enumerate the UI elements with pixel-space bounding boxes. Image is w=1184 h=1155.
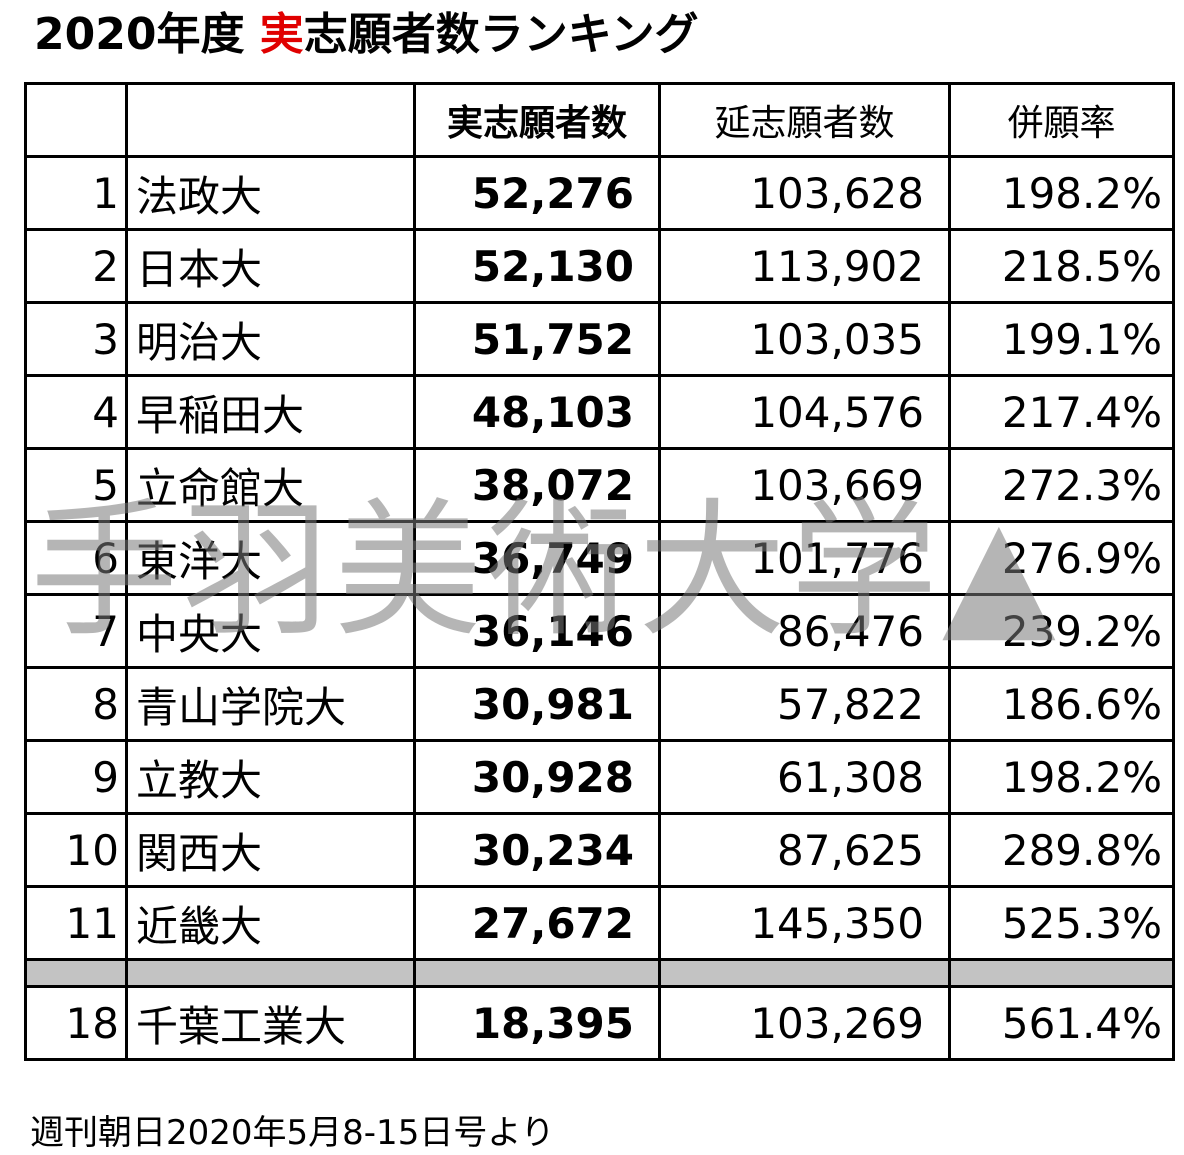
university-name-cell: 東洋大 [125, 520, 416, 596]
actual-applicants-cell: 18,395 [413, 985, 661, 1061]
table-row: 4 早稲田大 48,103 104,576 217.4% [24, 374, 1175, 450]
title-suffix: 志願者数ランキング [303, 9, 699, 60]
title-accent: 実 [259, 9, 304, 60]
table-row: 2 日本大 52,130 113,902 218.5% [24, 228, 1175, 304]
university-name-cell: 立教大 [125, 739, 416, 815]
actual-applicants-cell: 30,234 [413, 812, 661, 888]
university-name-cell: 法政大 [125, 155, 416, 231]
table-row: 10 関西大 30,234 87,625 289.8% [24, 812, 1175, 888]
university-name-cell: 立命館大 [125, 447, 416, 523]
rank-cell: 9 [24, 739, 128, 815]
total-applicants-cell: 57,822 [658, 666, 951, 742]
university-name-cell: 明治大 [125, 301, 416, 377]
university-name-cell: 早稲田大 [125, 374, 416, 450]
university-name-cell: 日本大 [125, 228, 416, 304]
ranking-table: 実志願者数 延志願者数 併願率 1 法政大 52,276 103,628 198.2% 2… [24, 82, 1175, 1061]
rank-cell: 6 [24, 520, 128, 596]
separator-cell [413, 958, 661, 988]
table-row: 5 立命館大 38,072 103,669 272.3% [24, 447, 1175, 523]
rank-cell: 11 [24, 885, 128, 961]
university-name-cell: 関西大 [125, 812, 416, 888]
total-applicants-cell: 104,576 [658, 374, 951, 450]
separator-cell [948, 958, 1175, 988]
overlap-rate-cell: 525.3% [948, 885, 1175, 961]
actual-applicants-cell: 48,103 [413, 374, 661, 450]
university-name-cell: 青山学院大 [125, 666, 416, 742]
university-name-cell: 千葉工業大 [125, 985, 416, 1061]
total-applicants-cell: 103,669 [658, 447, 951, 523]
header-name [125, 82, 416, 158]
page-title: 2020年度 実志願者数ランキング [34, 0, 698, 76]
rank-cell: 5 [24, 447, 128, 523]
overlap-rate-cell: 186.6% [948, 666, 1175, 742]
table-row: 1 法政大 52,276 103,628 198.2% [24, 155, 1175, 231]
rank-cell: 4 [24, 374, 128, 450]
table-row: 8 青山学院大 30,981 57,822 186.6% [24, 666, 1175, 742]
overlap-rate-cell: 198.2% [948, 155, 1175, 231]
header-overlap-rate: 併願率 [948, 82, 1175, 158]
rank-cell: 10 [24, 812, 128, 888]
overlap-rate-cell: 217.4% [948, 374, 1175, 450]
source-note: 週刊朝日2020年5月8-15日号より [30, 1113, 555, 1153]
total-applicants-cell: 61,308 [658, 739, 951, 815]
actual-applicants-cell: 27,672 [413, 885, 661, 961]
rank-cell: 3 [24, 301, 128, 377]
overlap-rate-cell: 276.9% [948, 520, 1175, 596]
rank-cell: 2 [24, 228, 128, 304]
rank-cell: 1 [24, 155, 128, 231]
table-header-row: 実志願者数 延志願者数 併願率 [24, 82, 1175, 158]
table-row: 18 千葉工業大 18,395 103,269 561.4% [24, 985, 1175, 1061]
separator-cell [24, 958, 128, 988]
actual-applicants-cell: 36,146 [413, 593, 661, 669]
header-rank [24, 82, 128, 158]
rank-cell: 18 [24, 985, 128, 1061]
university-name-cell: 中央大 [125, 593, 416, 669]
header-actual-applicants: 実志願者数 [413, 82, 661, 158]
title-prefix: 2020年度 [34, 9, 260, 60]
table-row: 11 近畿大 27,672 145,350 525.3% [24, 885, 1175, 961]
overlap-rate-cell: 289.8% [948, 812, 1175, 888]
header-total-applicants: 延志願者数 [658, 82, 951, 158]
total-applicants-cell: 103,269 [658, 985, 951, 1061]
rank-cell: 8 [24, 666, 128, 742]
total-applicants-cell: 86,476 [658, 593, 951, 669]
university-name-cell: 近畿大 [125, 885, 416, 961]
overlap-rate-cell: 218.5% [948, 228, 1175, 304]
actual-applicants-cell: 38,072 [413, 447, 661, 523]
table-row: 7 中央大 36,146 86,476 239.2% [24, 593, 1175, 669]
separator-cell [125, 958, 416, 988]
table-row: 6 東洋大 36,749 101,776 276.9% [24, 520, 1175, 596]
overlap-rate-cell: 239.2% [948, 593, 1175, 669]
table-row: 9 立教大 30,928 61,308 198.2% [24, 739, 1175, 815]
total-applicants-cell: 101,776 [658, 520, 951, 596]
overlap-rate-cell: 199.1% [948, 301, 1175, 377]
overlap-rate-cell: 272.3% [948, 447, 1175, 523]
overlap-rate-cell: 561.4% [948, 985, 1175, 1061]
overlap-rate-cell: 198.2% [948, 739, 1175, 815]
actual-applicants-cell: 30,928 [413, 739, 661, 815]
actual-applicants-cell: 30,981 [413, 666, 661, 742]
actual-applicants-cell: 52,276 [413, 155, 661, 231]
total-applicants-cell: 145,350 [658, 885, 951, 961]
rank-cell: 7 [24, 593, 128, 669]
actual-applicants-cell: 36,749 [413, 520, 661, 596]
actual-applicants-cell: 52,130 [413, 228, 661, 304]
total-applicants-cell: 87,625 [658, 812, 951, 888]
separator-row [24, 958, 1175, 988]
total-applicants-cell: 103,628 [658, 155, 951, 231]
total-applicants-cell: 113,902 [658, 228, 951, 304]
actual-applicants-cell: 51,752 [413, 301, 661, 377]
total-applicants-cell: 103,035 [658, 301, 951, 377]
table-row: 3 明治大 51,752 103,035 199.1% [24, 301, 1175, 377]
separator-cell [658, 958, 951, 988]
